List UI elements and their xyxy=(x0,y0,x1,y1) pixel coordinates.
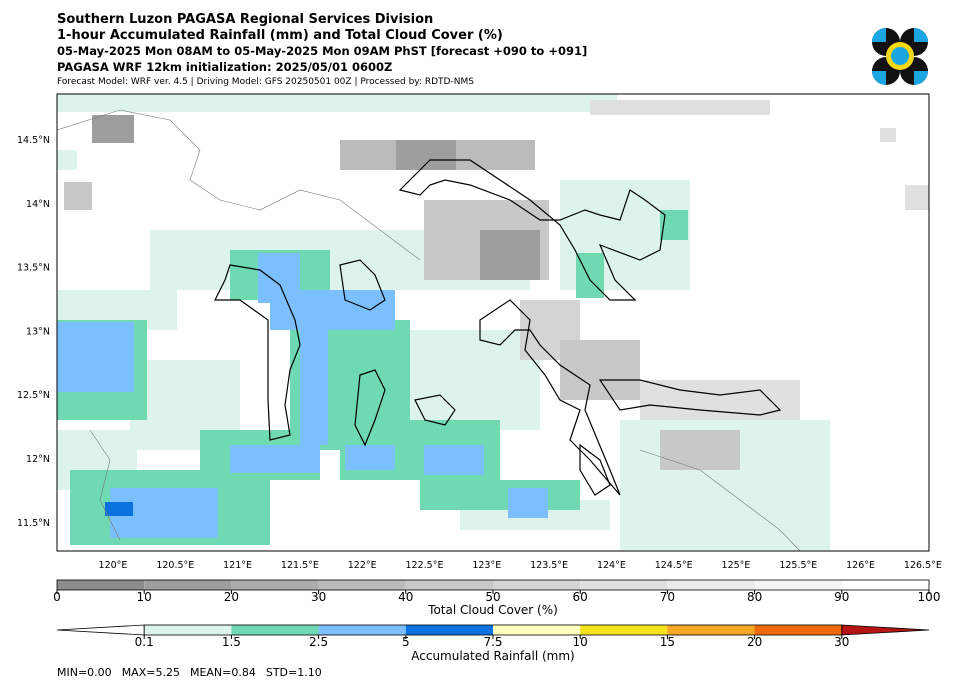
rain-bin xyxy=(405,625,493,635)
lon-label: 121.5°E xyxy=(281,560,319,571)
lon-label: 121°E xyxy=(223,560,252,571)
rain-bin xyxy=(144,625,232,635)
rain-bin xyxy=(754,625,842,635)
lon-label: 124°E xyxy=(597,560,626,571)
cloud-bin xyxy=(493,580,581,590)
lon-label: 124.5°E xyxy=(655,560,693,571)
rain-tick-label: 7.5 xyxy=(483,635,502,649)
rain-bin xyxy=(580,625,668,635)
subtitle: 1-hour Accumulated Rainfall (mm) and Tot… xyxy=(57,28,503,43)
map xyxy=(56,93,930,552)
lon-label: 123°E xyxy=(472,560,501,571)
lat-label: 12°N xyxy=(26,454,50,465)
stat: MAX=5.25 xyxy=(122,666,180,679)
period: 05-May-2025 Mon 08AM to 05-May-2025 Mon … xyxy=(57,44,587,58)
rain-tick-label: 1.5 xyxy=(222,635,241,649)
map-frame xyxy=(56,93,930,552)
lat-label: 13.5°N xyxy=(17,263,50,274)
rain-bin xyxy=(318,625,406,635)
cloud-tick-label: 0 xyxy=(53,590,61,604)
cloud-bar-label: Total Cloud Cover (%) xyxy=(427,603,558,617)
rain-tick-label: 2.5 xyxy=(309,635,328,649)
cloud-tick-label: 30 xyxy=(311,590,326,604)
stats: MIN=0.00 MAX=5.25 MEAN=0.84 STD=1.10 xyxy=(57,666,322,679)
rain-tick-label: 30 xyxy=(834,635,849,649)
cloud-bin xyxy=(144,580,232,590)
model-info: Forecast Model: WRF ver. 4.5 | Driving M… xyxy=(57,77,474,87)
cloud-bin xyxy=(841,580,929,590)
lon-label: 125.5°E xyxy=(779,560,817,571)
lon-label: 122.5°E xyxy=(406,560,444,571)
rain-under xyxy=(56,624,145,636)
stat: MIN=0.00 xyxy=(57,666,112,679)
rain-tick-label: 15 xyxy=(660,635,675,649)
cloud-tick-label: 10 xyxy=(137,590,152,604)
lat-label: 11.5°N xyxy=(17,518,50,529)
cloud-bin xyxy=(754,580,842,590)
cloud-bin xyxy=(405,580,493,590)
cloud-bin xyxy=(667,580,755,590)
rain-tick-label: 5 xyxy=(402,635,410,649)
lat-label: 14.5°N xyxy=(17,135,50,146)
lat-label: 12.5°N xyxy=(17,390,50,401)
cloud-bin xyxy=(57,580,145,590)
rain-tick-label: 10 xyxy=(573,635,588,649)
cloud-bin xyxy=(580,580,668,590)
lat-label: 14°N xyxy=(26,199,50,210)
lon-label: 126°E xyxy=(846,560,875,571)
lon-label: 123.5°E xyxy=(530,560,568,571)
lon-label: 126.5°E xyxy=(904,560,942,571)
coastlines xyxy=(214,159,782,496)
admin-lines xyxy=(56,109,801,552)
rain-bin xyxy=(667,625,755,635)
cloud-bin xyxy=(318,580,406,590)
rain-bin xyxy=(231,625,319,635)
lon-label: 122°E xyxy=(348,560,377,571)
cloud-tick-label: 100 xyxy=(918,590,941,604)
lat-label: 13°N xyxy=(26,326,50,337)
stat: MEAN=0.84 xyxy=(190,666,256,679)
stat: STD=1.10 xyxy=(266,666,322,679)
lon-label: 120°E xyxy=(99,560,128,571)
rain-bar-label: Accumulated Rainfall (mm) xyxy=(411,649,574,663)
rain-bin xyxy=(493,625,581,635)
cloud-tick-label: 90 xyxy=(834,590,849,604)
lon-label: 125°E xyxy=(722,560,751,571)
rain-over xyxy=(841,624,930,636)
cloud-tick-label: 50 xyxy=(485,590,500,604)
title: Southern Luzon PAGASA Regional Services … xyxy=(57,12,433,27)
cloud-bin xyxy=(231,580,319,590)
cloud-tick-label: 70 xyxy=(660,590,675,604)
cloud-tick-label: 60 xyxy=(573,590,588,604)
lon-label: 120.5°E xyxy=(156,560,194,571)
cloud-tick-label: 40 xyxy=(398,590,413,604)
rain-tick-label: 20 xyxy=(747,635,762,649)
init: PAGASA WRF 12km initialization: 2025/05/… xyxy=(57,60,392,74)
logo xyxy=(872,28,928,85)
cloud-tick-label: 20 xyxy=(224,590,239,604)
cloud-tick-label: 80 xyxy=(747,590,762,604)
cloud-rain-cells xyxy=(57,94,929,550)
rain-tick-label: 0.1 xyxy=(135,635,154,649)
